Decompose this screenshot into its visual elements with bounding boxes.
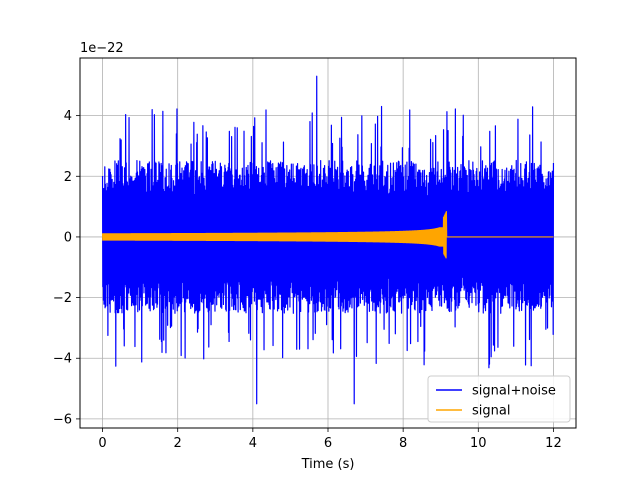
y-offset-text: 1e−22: [80, 41, 124, 56]
legend-label: signal: [472, 404, 510, 419]
legend: signal+noise signal: [427, 375, 571, 423]
series-line-signal-noise: [101, 75, 555, 405]
series-line-signal: [101, 211, 554, 259]
x-tick-label: 6: [324, 436, 332, 451]
y-tick-label: −6: [53, 412, 72, 427]
y-axis: −6 −4 −2 0 2 4: [53, 109, 80, 427]
x-axis-label: Time (s): [301, 457, 355, 472]
y-tick-label: 4: [64, 109, 72, 124]
series-layer: [101, 75, 555, 405]
y-tick-label: 0: [64, 230, 72, 245]
x-axis: 0 2 4 6 8 10 12: [98, 428, 562, 451]
x-tick-label: 12: [545, 436, 562, 451]
x-tick-label: 10: [470, 436, 487, 451]
x-tick-label: 8: [399, 436, 407, 451]
y-tick-label: 2: [64, 170, 72, 185]
y-tick-label: −2: [53, 291, 72, 306]
legend-label: signal+noise: [472, 384, 556, 399]
x-tick-label: 4: [249, 436, 257, 451]
legend-box: [427, 375, 571, 423]
y-tick-label: −4: [53, 352, 72, 367]
x-tick-label: 0: [98, 436, 106, 451]
x-tick-label: 2: [174, 436, 182, 451]
